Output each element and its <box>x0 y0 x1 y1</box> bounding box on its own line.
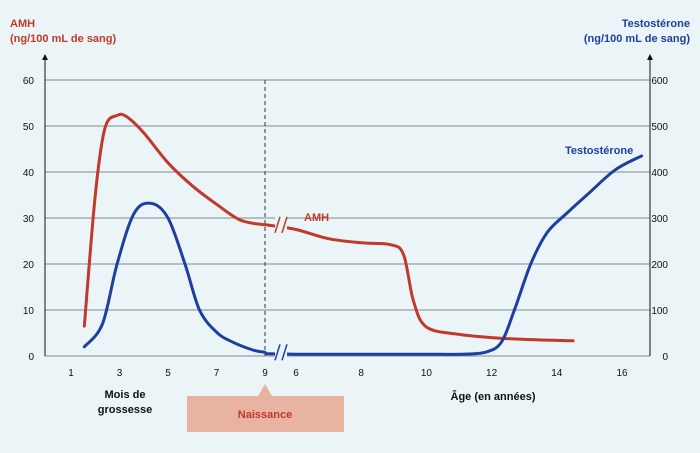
left-tick-label: 20 <box>23 260 35 271</box>
right-tick-label: 100 <box>651 306 668 317</box>
axes: 0 0 10 100 20 200 30 300 40 400 50 500 60 600 1 3 5 7 9 6 8 1… <box>23 54 668 379</box>
amh-break-mark <box>274 216 281 234</box>
left-tick-label: 0 <box>28 352 34 363</box>
left-tick-label: 30 <box>23 214 35 225</box>
testosterone-break-mark <box>274 344 281 361</box>
left-tick-label: 60 <box>23 76 35 87</box>
pregnancy-axis-label-line1: Mois de <box>105 389 146 401</box>
age-tick-label: 16 <box>616 368 628 379</box>
right-axis-arrow <box>647 54 653 60</box>
grid <box>45 79 650 357</box>
right-tick-label: 0 <box>662 352 668 363</box>
age-axis-label: Âge (en années) <box>451 390 536 403</box>
testosterone-curve-age <box>265 154 644 356</box>
pregnancy-tick-label: 3 <box>117 368 123 379</box>
age-tick-label: 14 <box>551 368 563 379</box>
right-tick-label: 600 <box>651 76 668 87</box>
left-axis-title-line2: (ng/100 mL de sang) <box>10 33 116 45</box>
amh-curve-pregnancy <box>82 112 267 328</box>
pregnancy-tick-label: 9 <box>262 368 268 379</box>
testosterone-curve-pregnancy <box>82 201 267 354</box>
pregnancy-tick-label: 7 <box>214 368 220 379</box>
pregnancy-tick-label: 5 <box>165 368 171 379</box>
age-tick-label: 12 <box>486 368 498 379</box>
right-tick-label: 200 <box>651 260 668 271</box>
age-tick-label: 10 <box>421 368 433 379</box>
pregnancy-tick-label: 1 <box>68 368 74 379</box>
right-tick-label: 500 <box>651 122 668 133</box>
left-tick-label: 50 <box>23 122 35 133</box>
pregnancy-axis-label-line2: grossesse <box>98 404 152 416</box>
right-axis-title-line2: (ng/100 mL de sang) <box>584 33 690 45</box>
age-tick-label: 8 <box>358 368 364 379</box>
birth-callout-box <box>187 384 344 432</box>
series-label-testosterone: Testostérone <box>565 145 633 157</box>
right-axis-title-line1: Testostérone <box>622 18 690 30</box>
testosterone-break-mark <box>281 344 288 361</box>
left-axis-arrow <box>42 54 48 60</box>
right-tick-label: 300 <box>651 214 668 225</box>
testosterone-break-gap <box>275 343 287 362</box>
amh-break-mark <box>281 216 288 234</box>
amh-break-gap <box>275 215 287 234</box>
birth-label: Naissance <box>238 409 292 421</box>
curves <box>82 112 644 362</box>
left-tick-label: 40 <box>23 168 35 179</box>
series-label-amh: AMH <box>304 212 329 224</box>
amh-curve-age <box>265 223 575 343</box>
left-tick-label: 10 <box>23 306 35 317</box>
age-tick-label: 6 <box>293 368 299 379</box>
right-tick-label: 400 <box>651 168 668 179</box>
left-axis-title-line1: AMH <box>10 18 35 30</box>
